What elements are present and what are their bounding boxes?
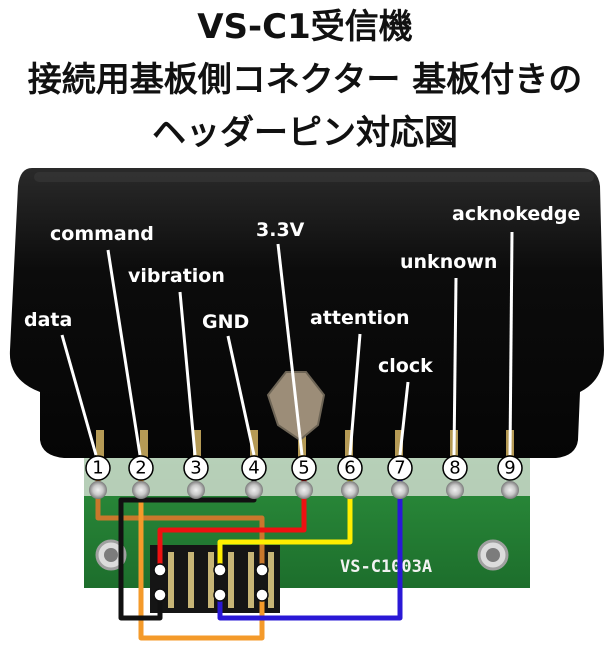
- pin-number-5: 5: [291, 455, 317, 481]
- pin-label-8: unknown: [400, 251, 497, 273]
- pin-number-7: 7: [387, 455, 413, 481]
- pin-number-8: 8: [442, 455, 468, 481]
- svg-text:4: 4: [248, 458, 259, 479]
- pin-header: [150, 545, 280, 613]
- pin-number-circles: 1 2 3 4 5 6 7 8: [85, 455, 523, 481]
- svg-text:3: 3: [190, 458, 201, 479]
- pin-label-6: attention: [310, 307, 410, 329]
- svg-text:6: 6: [344, 458, 355, 479]
- svg-text:5: 5: [298, 458, 309, 479]
- pin-number-1: 1: [85, 455, 111, 481]
- svg-text:7: 7: [394, 458, 405, 479]
- title-line-3: ヘッダーピン対応図: [152, 113, 458, 153]
- wire-clock: [217, 470, 403, 621]
- title-line-1: VS-C1受信機: [197, 7, 413, 47]
- pin-label-4: GND: [202, 311, 249, 333]
- pin-number-3: 3: [183, 455, 209, 481]
- wire-command: [138, 470, 265, 641]
- pin-label-3: vibration: [128, 265, 225, 287]
- pin-label-7: clock: [378, 355, 433, 377]
- wire-attention: [217, 470, 353, 566]
- pin-number-2: 2: [128, 455, 154, 481]
- pin-number-4: 4: [241, 455, 267, 481]
- svg-text:1: 1: [92, 458, 103, 479]
- wire-3v3: [157, 470, 307, 566]
- title-line-2: 接続用基板側コネクター 基板付きの: [27, 60, 583, 100]
- svg-text:8: 8: [449, 458, 460, 479]
- pin-label-2: command: [50, 223, 154, 245]
- svg-text:9: 9: [504, 458, 515, 479]
- leader-lines: [60, 231, 514, 456]
- svg-text:2: 2: [135, 458, 146, 479]
- pin-labels: data command vibration GND 3.3V attentio…: [24, 203, 580, 377]
- pin-label-9: acknokedge: [452, 203, 580, 225]
- pin-label-1: data: [24, 309, 72, 331]
- pin-label-5: 3.3V: [256, 219, 305, 241]
- pin-number-6: 6: [337, 455, 363, 481]
- header-pin-ends: [153, 563, 269, 602]
- pin-number-9: 9: [497, 455, 523, 481]
- silkscreen-label: VS-C1003A: [340, 557, 432, 577]
- pin-pads: [89, 481, 519, 499]
